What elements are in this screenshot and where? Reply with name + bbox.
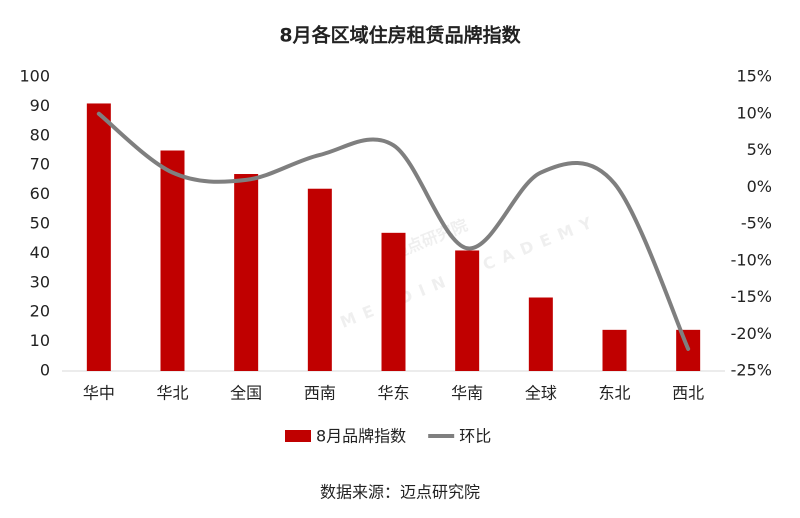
x-tick-label: 东北 <box>598 384 630 403</box>
x-tick-label: 全球 <box>525 384 557 403</box>
y-tick-label: 10 <box>30 331 50 350</box>
bar <box>160 150 185 371</box>
x-tick-label: 全国 <box>230 384 262 403</box>
x-tick-label: 西南 <box>304 384 336 403</box>
x-tick-label: 华南 <box>451 384 483 403</box>
y2-tick-label: 5% <box>747 140 772 159</box>
source: 数据来源：迈点研究院 <box>320 483 480 502</box>
y2-tick-label: -10% <box>731 250 772 269</box>
legend-label: 环比 <box>459 427 491 446</box>
x-tick-label: 华中 <box>83 384 115 403</box>
y-tick-label: 40 <box>30 243 50 262</box>
y-tick-label: 70 <box>30 155 50 174</box>
x-tick-label: 华北 <box>156 384 188 403</box>
y-tick-label: 80 <box>30 125 50 144</box>
bar <box>381 232 406 371</box>
y-tick-label: 90 <box>30 96 50 115</box>
y-tick-label: 30 <box>30 272 50 291</box>
chart-title: 8月各区域住房租赁品牌指数 <box>279 24 521 47</box>
y2-tick-label: 0% <box>747 177 772 196</box>
line <box>96 111 691 351</box>
y-tick-label: 20 <box>30 302 50 321</box>
y-tick-label: 0 <box>40 361 50 380</box>
x-tick-label: 华东 <box>377 384 409 403</box>
legend-swatch <box>285 430 311 442</box>
y2-tick-label: -20% <box>731 324 772 343</box>
y2-tick-label: 15% <box>736 67 772 86</box>
y2-tick-label: 10% <box>736 103 772 122</box>
y2-tick-label: -25% <box>731 361 772 380</box>
bar <box>307 188 332 371</box>
x-tick-label: 西北 <box>672 384 704 403</box>
bar <box>86 103 111 372</box>
y-tick-label: 60 <box>30 184 50 203</box>
bar <box>602 329 627 371</box>
y-tick-label: 50 <box>30 214 50 233</box>
bar <box>455 250 480 371</box>
legend-label: 8月品牌指数 <box>316 427 406 446</box>
bar <box>234 174 259 371</box>
y2-tick-label: -15% <box>731 287 772 306</box>
bar <box>528 297 553 371</box>
y-tick-label: 100 <box>19 67 50 86</box>
y2-tick-label: -5% <box>741 214 772 233</box>
